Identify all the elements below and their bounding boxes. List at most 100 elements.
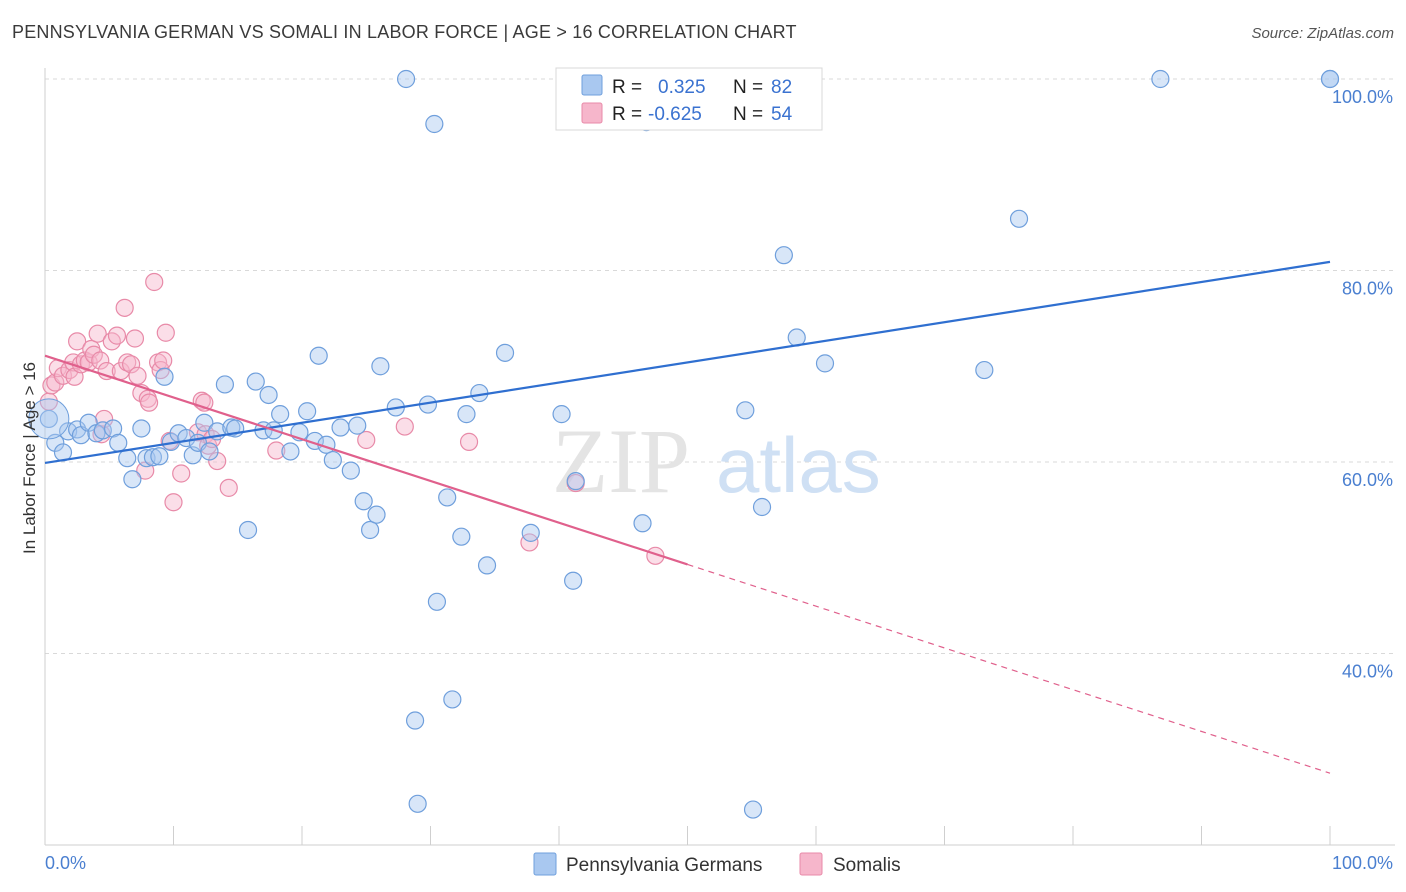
- data-point-pennsylvania-germans: [361, 520, 380, 540]
- data-point-somalis: [125, 329, 145, 348]
- bottom-legend-swatch-blue: [533, 852, 557, 876]
- data-point-pennsylvania-germans: [452, 527, 471, 546]
- data-point-somalis: [208, 451, 227, 471]
- legend-n-value-1: 82: [771, 77, 792, 98]
- trend-line-somalis-extrapolated: [687, 563, 1331, 774]
- data-point-pennsylvania-germans: [271, 405, 290, 424]
- data-point-somalis: [154, 351, 173, 370]
- data-point-pennsylvania-germans: [495, 343, 515, 362]
- legend-n-label-2: N =: [733, 104, 763, 125]
- data-point-pennsylvania-germans: [109, 433, 128, 452]
- y-tick-label: 100.0%: [1332, 87, 1393, 107]
- data-point-somalis: [219, 478, 238, 497]
- data-point-pennsylvania-germans: [1320, 69, 1340, 89]
- data-point-somalis: [172, 464, 191, 483]
- data-point-pennsylvania-germans: [521, 523, 540, 542]
- data-point-pennsylvania-germans: [405, 711, 425, 730]
- data-point-pennsylvania-germans: [195, 413, 214, 432]
- data-point-somalis: [102, 332, 121, 351]
- bottom-legend: Pennsylvania Germans Somalis: [533, 852, 901, 876]
- data-point-pennsylvania-germans: [743, 800, 763, 819]
- trend-line-pennsylvania-germans: [44, 260, 1331, 465]
- data-point-pennsylvania-germans: [104, 419, 123, 438]
- data-point-pennsylvania-germans: [259, 385, 278, 405]
- data-point-pennsylvania-germans: [815, 354, 835, 373]
- chart-title: PENNSYLVANIA GERMAN VS SOMALI IN LABOR F…: [12, 22, 797, 42]
- x-tick-label-min: 0.0%: [45, 853, 86, 873]
- data-point-somalis: [520, 533, 539, 552]
- data-point-somalis: [164, 493, 183, 512]
- y-tick-label: 80.0%: [1342, 279, 1393, 299]
- data-point-somalis: [459, 432, 479, 451]
- data-point-somalis: [139, 393, 159, 412]
- bottom-legend-label-1: Pennsylvania Germans: [566, 855, 762, 876]
- data-point-pennsylvania-germans: [323, 450, 342, 470]
- data-point-pennsylvania-germans: [457, 405, 476, 424]
- legend-swatch-blue: [581, 74, 603, 96]
- data-point-pennsylvania-germans: [348, 416, 367, 435]
- data-point-somalis: [107, 326, 127, 345]
- data-point-pennsylvania-germans: [200, 442, 219, 461]
- data-point-pennsylvania-germans: [309, 346, 328, 365]
- data-point-pennsylvania-germans: [552, 405, 571, 424]
- data-point-pennsylvania-germans: [155, 367, 174, 386]
- data-point-pennsylvania-germans: [331, 418, 350, 437]
- watermark: ZIP atlas: [552, 410, 881, 512]
- data-point-somalis: [145, 272, 164, 292]
- trend-lines: [44, 260, 1331, 774]
- data-point-pennsylvania-germans: [118, 449, 137, 468]
- data-point-pennsylvania-germans: [238, 520, 258, 540]
- x-tick-labels: 0.0% 100.0%: [45, 853, 1393, 873]
- legend-r-value-1: 0.325: [658, 77, 706, 98]
- source-credit: Source: ZipAtlas.com: [1251, 25, 1394, 42]
- data-point-pennsylvania-germans: [281, 442, 300, 461]
- trend-line-somalis: [44, 354, 688, 566]
- data-point-somalis: [267, 441, 286, 460]
- legend-r-label-1: R =: [612, 77, 642, 98]
- data-point-somalis: [395, 417, 414, 436]
- data-point-pennsylvania-germans: [246, 372, 265, 391]
- data-point-pennsylvania-germans: [150, 447, 169, 466]
- data-point-pennsylvania-germans: [752, 497, 772, 517]
- data-point-somalis: [156, 323, 175, 342]
- legend-r-value-2: -0.625: [648, 104, 702, 125]
- data-point-pennsylvania-germans: [443, 690, 462, 709]
- y-axis-title: In Labor Force | Age > 16: [20, 362, 39, 554]
- data-point-pennsylvania-germans: [774, 246, 793, 265]
- watermark-atlas: atlas: [716, 421, 881, 509]
- data-point-pennsylvania-germans: [1151, 69, 1170, 89]
- data-point-pennsylvania-germans: [477, 556, 497, 575]
- data-point-pennsylvania-germans: [132, 419, 151, 438]
- watermark-zip: ZIP: [552, 410, 690, 512]
- data-point-pennsylvania-germans-large: [28, 398, 70, 440]
- data-point-pennsylvania-germans: [396, 69, 416, 89]
- data-point-pennsylvania-germans: [1009, 209, 1029, 228]
- y-tick-label: 60.0%: [1342, 470, 1393, 490]
- legend-n-value-2: 54: [771, 104, 793, 125]
- data-point-pennsylvania-germans: [975, 360, 994, 380]
- axes: [44, 68, 1395, 846]
- data-point-somalis: [121, 355, 141, 374]
- data-point-pennsylvania-germans: [298, 402, 317, 421]
- data-point-pennsylvania-germans: [408, 794, 427, 813]
- legend-n-label-1: N =: [733, 77, 763, 98]
- data-point-pennsylvania-germans: [39, 409, 58, 429]
- bottom-legend-swatch-pink: [799, 852, 823, 876]
- legend-swatch-pink: [581, 102, 603, 124]
- data-point-somalis: [115, 298, 134, 317]
- data-point-pennsylvania-germans: [438, 488, 457, 507]
- data-point-pennsylvania-germans: [143, 448, 163, 467]
- data-point-pennsylvania-germans: [354, 492, 373, 511]
- data-point-pennsylvania-germans: [367, 505, 386, 524]
- data-point-pennsylvania-germans: [425, 114, 444, 134]
- data-point-pennsylvania-germans: [371, 357, 390, 376]
- data-point-pennsylvania-germans: [123, 470, 142, 489]
- data-point-somalis: [68, 332, 87, 351]
- data-point-pennsylvania-germans: [427, 592, 447, 611]
- y-tick-labels: 40.0% 60.0% 80.0% 100.0%: [1332, 87, 1393, 682]
- y-tick-label: 40.0%: [1342, 662, 1393, 682]
- data-point-pennsylvania-germans: [215, 375, 234, 394]
- x-tick-label-max: 100.0%: [1332, 853, 1393, 873]
- bottom-legend-label-2: Somalis: [833, 855, 901, 876]
